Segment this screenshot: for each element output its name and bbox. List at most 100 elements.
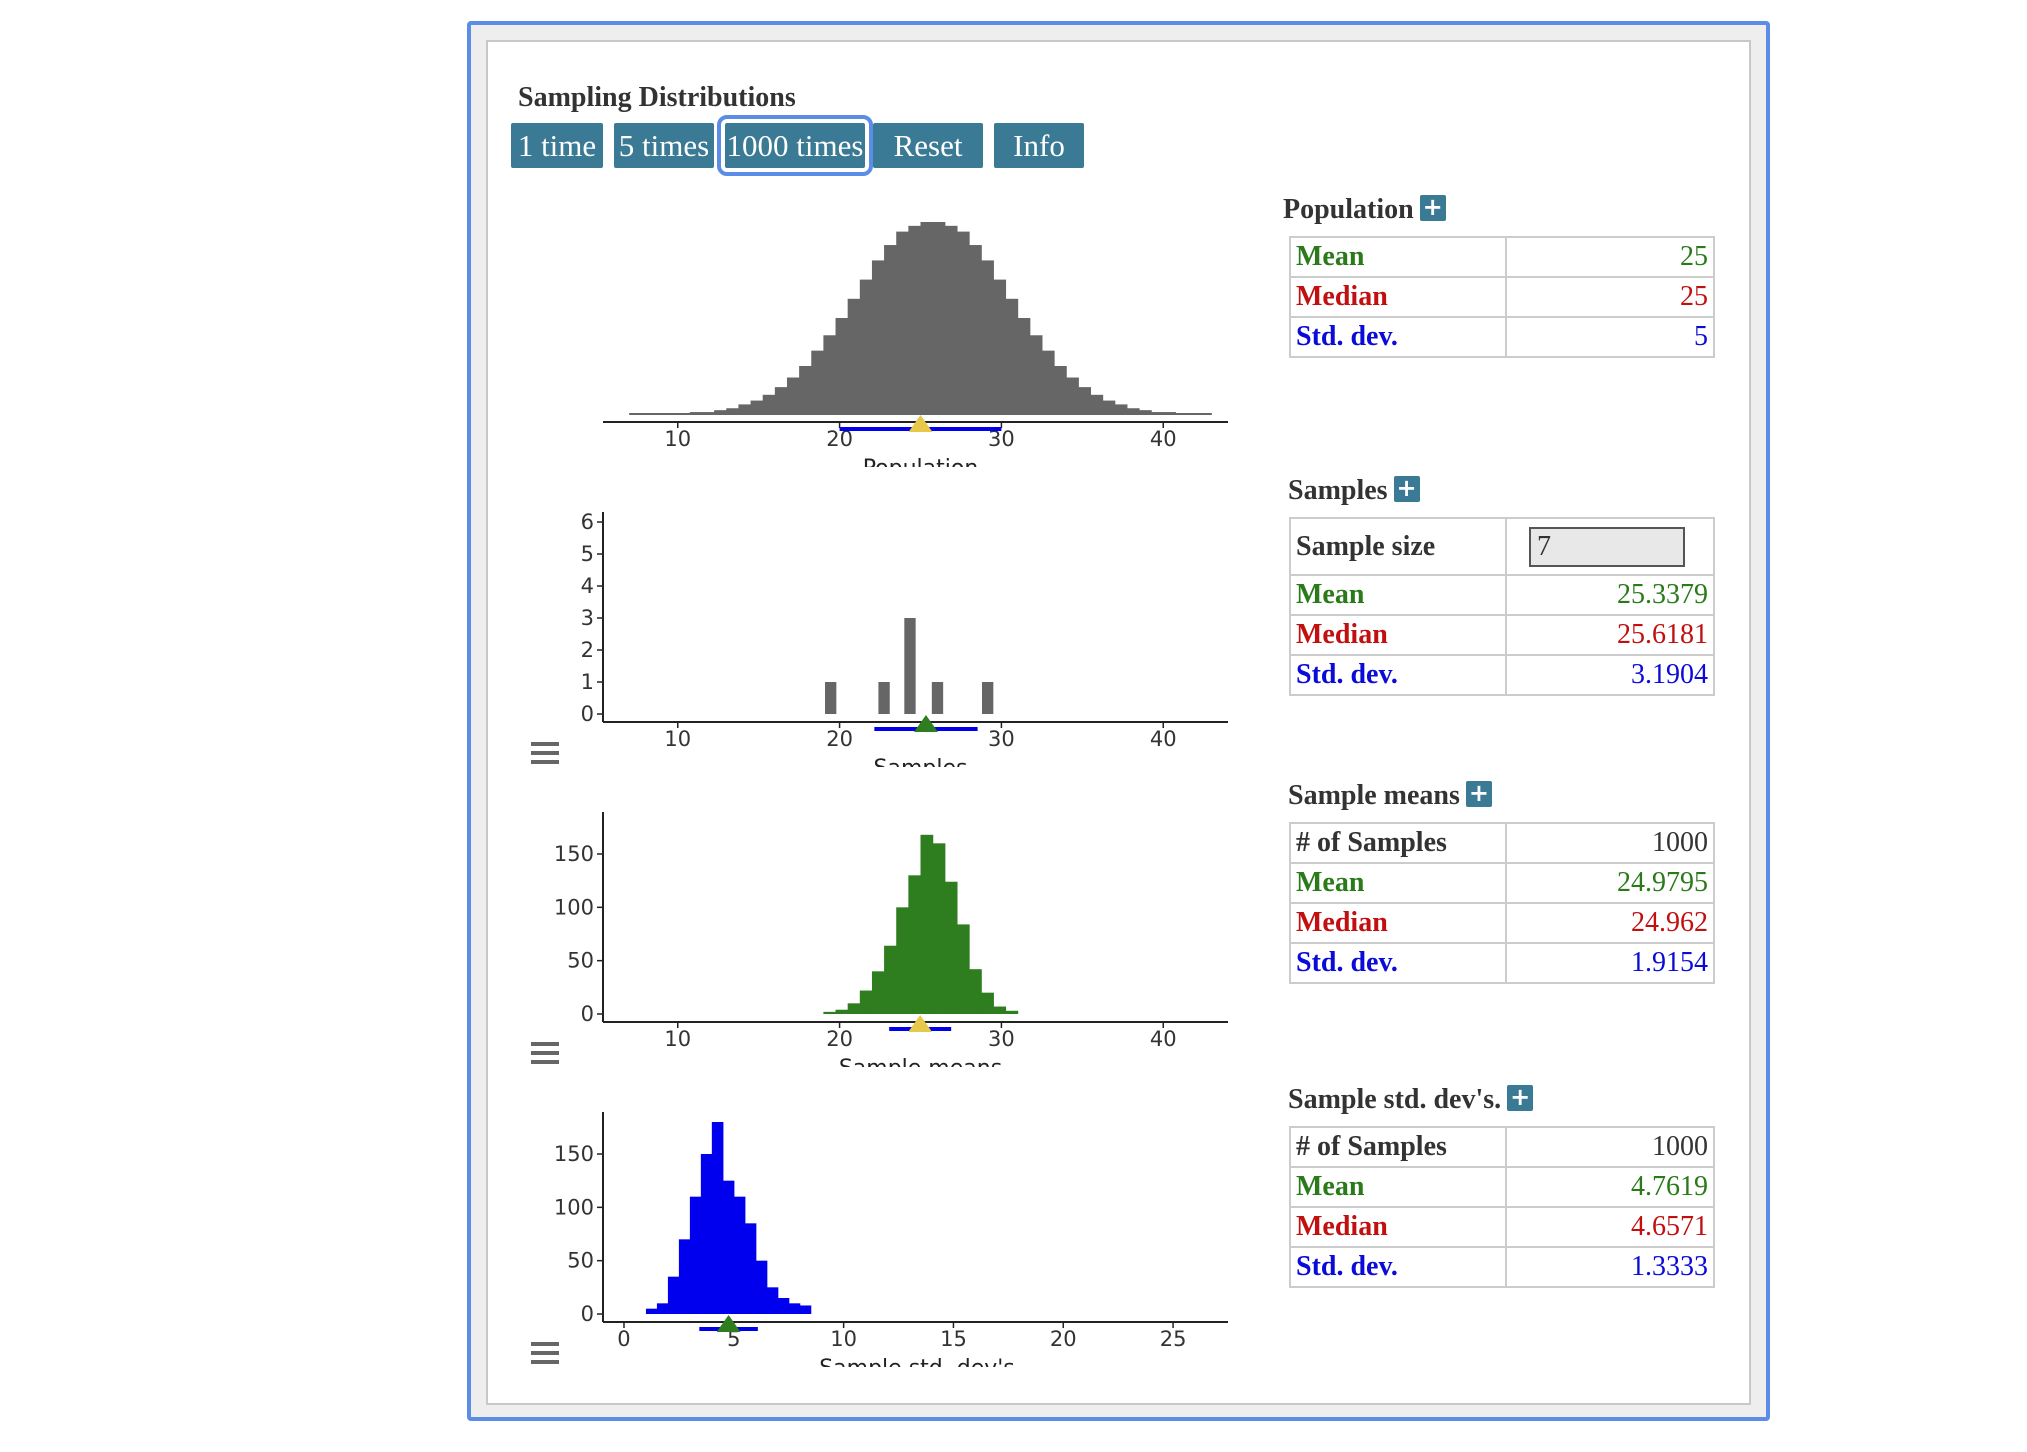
histogram-bar: [722, 1180, 735, 1314]
samples-hamburger-menu-icon[interactable]: [531, 742, 559, 769]
histogram-bar: [1054, 366, 1067, 414]
histogram-bar: [932, 222, 946, 414]
histogram-bar: [766, 1287, 779, 1314]
y-tick-label: 6: [581, 510, 594, 534]
num-samples-value: 1000: [1505, 1126, 1715, 1168]
sd-label: Std. dev.: [1289, 654, 1507, 696]
histogram-bar: [920, 222, 934, 414]
table-row: Std. dev. 5: [1289, 316, 1715, 358]
histogram-bar: [788, 1303, 801, 1314]
sample-bar: [982, 682, 994, 714]
sd-label: Std. dev.: [1289, 316, 1507, 358]
y-tick-label: 100: [554, 895, 594, 919]
x-tick-label: 10: [830, 1327, 857, 1351]
y-tick-label: 0: [581, 1302, 594, 1326]
sample-means-chart: 10 20 30 40 Sample means 0 50 100 150: [488, 782, 1248, 1067]
x-axis-label: Sample std. dev's.: [819, 1356, 1022, 1367]
x-tick-label: 20: [1050, 1327, 1077, 1351]
median-label: Median: [1289, 902, 1507, 944]
thousand-times-button[interactable]: 1000 times: [717, 115, 873, 176]
one-time-button[interactable]: 1 time: [511, 123, 603, 168]
table-row: # of Samples 1000: [1289, 822, 1715, 864]
histogram-bar: [744, 1223, 757, 1314]
histogram-bar: [920, 834, 934, 1014]
histogram-bar: [993, 1006, 1007, 1014]
histogram-bar: [884, 245, 897, 414]
x-tick-label: 10: [664, 427, 691, 451]
table-row: Median 24.962: [1289, 902, 1715, 944]
histogram-bar: [726, 408, 740, 414]
histogram-bar: [656, 1303, 669, 1314]
sample-sds-chart: 0 5 10 15 20 25 Sample std. dev's. 0 50 100 150: [488, 1082, 1248, 1367]
sample-size-input[interactable]: [1529, 526, 1685, 567]
sample-sds-expand-plus-icon[interactable]: +: [1507, 1085, 1534, 1111]
x-tick-label: 5: [727, 1327, 740, 1351]
histogram-bar: [689, 1196, 702, 1314]
histogram-bar: [1138, 410, 1152, 414]
histogram-bar: [908, 225, 922, 414]
sample-means-title: Sample means +: [1288, 780, 1492, 812]
sample-means-title-text: Sample means: [1288, 780, 1460, 811]
five-times-button[interactable]: 5 times: [614, 123, 714, 168]
population-title: Population +: [1283, 194, 1446, 226]
population-expand-plus-icon[interactable]: +: [1419, 195, 1446, 221]
x-tick-label: 25: [1160, 1327, 1187, 1351]
histogram-bar: [1102, 400, 1116, 414]
samples-expand-plus-icon[interactable]: +: [1393, 476, 1420, 502]
histogram-bar: [1090, 394, 1104, 414]
sd-value: 5: [1505, 316, 1715, 358]
sample-bar: [825, 682, 837, 714]
table-row: Mean 4.7619: [1289, 1166, 1715, 1208]
histogram-bar: [1041, 350, 1055, 414]
sample-bar: [878, 682, 890, 714]
histogram-bar: [1126, 408, 1140, 414]
x-tick-label: 15: [940, 1327, 967, 1351]
info-button[interactable]: Info: [994, 123, 1084, 168]
histogram-bar: [1078, 387, 1092, 414]
table-row: Mean 25: [1289, 236, 1715, 278]
y-tick-label: 50: [567, 949, 594, 973]
median-value: 4.6571: [1505, 1206, 1715, 1248]
num-samples-label: # of Samples: [1289, 1126, 1507, 1168]
means-hamburger-menu-icon[interactable]: [531, 1042, 559, 1069]
histogram-bar: [799, 366, 812, 414]
histogram-bar: [645, 1308, 658, 1314]
histogram-bar: [1066, 377, 1079, 414]
sds-hamburger-menu-icon[interactable]: [531, 1342, 559, 1369]
histogram-bar: [981, 992, 994, 1014]
x-tick-label: 10: [664, 1027, 691, 1051]
y-tick-label: 4: [581, 574, 594, 598]
chart-svg: 10203040Population: [603, 222, 1228, 467]
histogram-bar: [859, 990, 873, 1014]
y-tick-label: 0: [581, 1002, 594, 1026]
sd-value: 3.1904: [1505, 654, 1715, 696]
x-tick-label: 40: [1150, 727, 1177, 751]
sample-means-stats-table: # of Samples 1000 Mean 24.9795 Median 24.96…: [1289, 822, 1715, 984]
app-panel: Sampling Distributions 1 time 5 times 10…: [486, 40, 1751, 1405]
table-row: Mean 24.9795: [1289, 862, 1715, 904]
median-value: 25: [1505, 276, 1715, 318]
sample-means-expand-plus-icon[interactable]: +: [1465, 781, 1492, 807]
histogram-bar: [799, 1305, 812, 1314]
histogram-bar: [993, 279, 1007, 414]
reset-button[interactable]: Reset: [873, 123, 983, 168]
y-tick-label: 150: [554, 1142, 594, 1166]
y-tick-label: 2: [581, 638, 594, 662]
histogram-bar: [956, 231, 970, 414]
mean-label: Mean: [1289, 1166, 1507, 1208]
x-tick-label: 30: [988, 727, 1015, 751]
population-chart: 10203040Population: [488, 182, 1248, 467]
y-tick-label: 50: [567, 1249, 594, 1273]
mean-marker-triangle: [908, 415, 933, 432]
histogram-bar: [700, 1154, 713, 1314]
sd-label: Std. dev.: [1289, 1246, 1507, 1288]
histogram-bar: [1017, 318, 1031, 414]
histogram-bar: [774, 387, 788, 414]
histogram-bar: [1005, 1010, 1019, 1014]
sd-value: 1.9154: [1505, 942, 1715, 984]
mean-value: 4.7619: [1505, 1166, 1715, 1208]
sample-bar: [904, 618, 916, 714]
median-label: Median: [1289, 276, 1507, 318]
y-tick-label: 0: [581, 702, 594, 726]
